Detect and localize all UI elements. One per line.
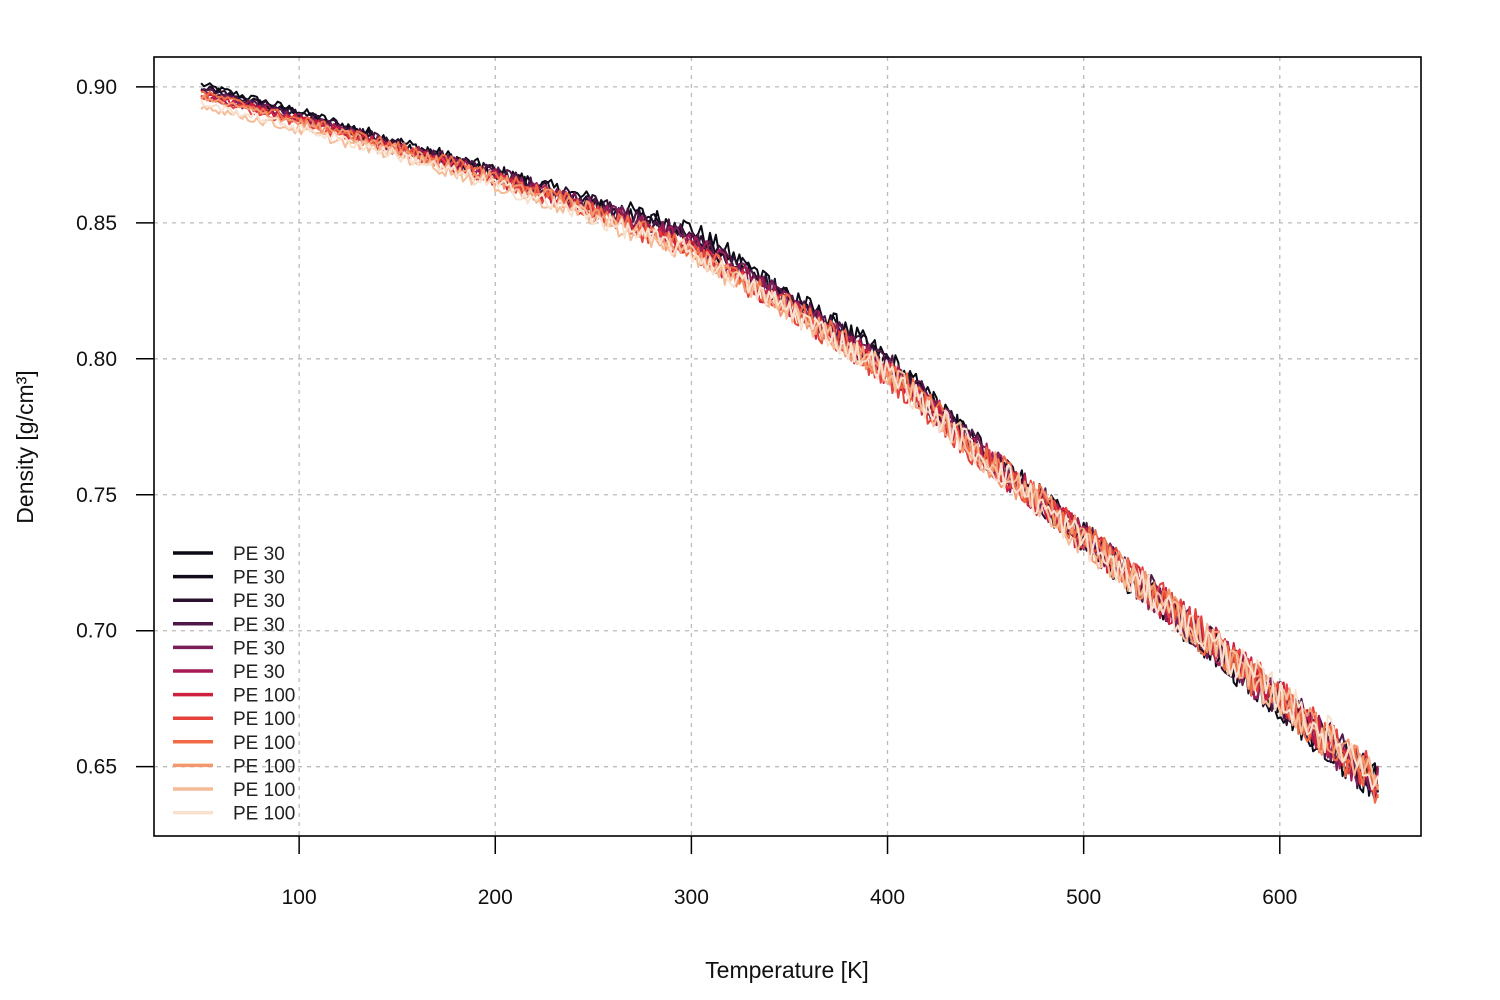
x-tick-label: 600 (1262, 886, 1297, 909)
series-line-1 (200, 82, 1379, 797)
legend-label: PE 30 (233, 544, 285, 565)
y-axis: 0.65 0.70 0.75 0.80 0.85 0.90 (76, 76, 154, 779)
series-line-8 (200, 95, 1379, 793)
series-line-9 (200, 90, 1379, 804)
x-tick-label: 500 (1066, 886, 1101, 909)
series-line-7 (200, 93, 1379, 799)
legend-label: PE 30 (233, 591, 285, 612)
y-tick-label: 0.70 (76, 620, 117, 643)
series-line-5 (200, 89, 1379, 802)
legend-label: PE 30 (233, 615, 285, 636)
series-lines (200, 82, 1379, 804)
legend-label: PE 100 (233, 733, 295, 754)
legend-label: PE 100 (233, 780, 295, 801)
y-tick-label: 0.65 (76, 756, 117, 779)
x-tick-label: 300 (674, 886, 709, 909)
x-axis: 100 200 300 400 500 600 (282, 836, 1297, 909)
legend-label: PE 30 (233, 638, 285, 659)
series-line-4 (200, 88, 1379, 790)
legend-label: PE 30 (233, 662, 285, 683)
series-line-10 (200, 94, 1379, 791)
y-tick-label: 0.85 (76, 212, 117, 235)
series-line-3 (200, 85, 1379, 803)
x-axis-title: Temperature [K] (705, 957, 869, 983)
y-tick-label: 0.80 (76, 348, 117, 371)
legend-label: PE 100 (233, 686, 295, 707)
series-line-12 (200, 100, 1379, 791)
y-axis-title: Density [g/cm³] (12, 370, 38, 523)
x-tick-label: 200 (478, 886, 513, 909)
series-line-2 (200, 85, 1379, 793)
grid (154, 57, 1421, 836)
series-line-6 (200, 96, 1379, 795)
legend-label: PE 100 (233, 756, 295, 777)
y-tick-label: 0.90 (76, 76, 117, 99)
x-tick-label: 400 (870, 886, 905, 909)
legend-label: PE 100 (233, 709, 295, 730)
series-line-11 (200, 105, 1379, 787)
legend-label: PE 30 (233, 568, 285, 589)
x-tick-label: 100 (282, 886, 317, 909)
y-tick-label: 0.75 (76, 484, 117, 507)
legend-label: PE 100 (233, 804, 295, 825)
plot-frame (153, 56, 1422, 837)
